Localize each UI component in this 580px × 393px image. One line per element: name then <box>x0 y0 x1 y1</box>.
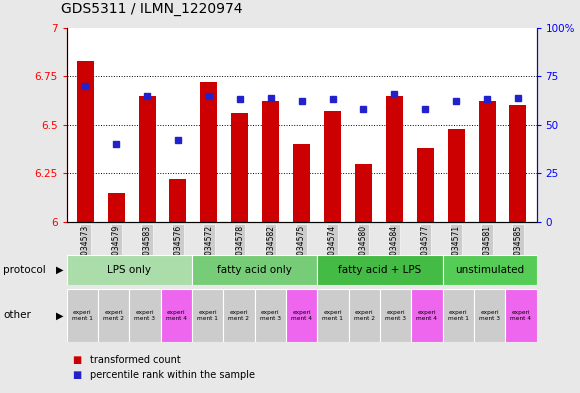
Text: experi
ment 2: experi ment 2 <box>229 310 249 321</box>
Bar <box>129 289 161 342</box>
Bar <box>509 105 527 222</box>
Bar <box>98 289 129 342</box>
Bar <box>355 163 372 222</box>
Bar <box>67 289 98 342</box>
Text: experi
ment 3: experi ment 3 <box>385 310 406 321</box>
Bar <box>192 255 317 285</box>
Bar <box>411 289 443 342</box>
Text: fatty acid only: fatty acid only <box>217 265 292 275</box>
Bar <box>108 193 125 222</box>
Text: experi
ment 4: experi ment 4 <box>416 310 437 321</box>
Bar <box>443 289 474 342</box>
Bar <box>478 101 495 222</box>
Text: experi
ment 3: experi ment 3 <box>260 310 281 321</box>
Text: experi
ment 4: experi ment 4 <box>291 310 312 321</box>
Bar <box>474 289 505 342</box>
Text: transformed count: transformed count <box>90 354 180 365</box>
Text: ■: ■ <box>72 370 82 380</box>
Bar <box>417 148 434 222</box>
Bar <box>200 82 218 222</box>
Text: experi
ment 3: experi ment 3 <box>479 310 500 321</box>
Bar <box>380 289 411 342</box>
Bar <box>255 289 286 342</box>
Bar <box>262 101 279 222</box>
Text: experi
ment 3: experi ment 3 <box>135 310 155 321</box>
Text: fatty acid + LPS: fatty acid + LPS <box>338 265 422 275</box>
Text: percentile rank within the sample: percentile rank within the sample <box>90 370 255 380</box>
Text: ▶: ▶ <box>56 310 64 320</box>
Bar <box>349 289 380 342</box>
Bar <box>293 144 310 222</box>
Text: ■: ■ <box>72 354 82 365</box>
Bar <box>505 289 536 342</box>
Bar <box>67 255 192 285</box>
Text: ▶: ▶ <box>56 265 64 275</box>
Bar <box>231 113 248 222</box>
Text: other: other <box>3 310 31 320</box>
Bar <box>139 95 155 222</box>
Bar <box>286 289 317 342</box>
Text: experi
ment 1: experi ment 1 <box>197 310 218 321</box>
Bar <box>448 129 465 222</box>
Text: experi
ment 4: experi ment 4 <box>510 310 531 321</box>
Bar <box>223 289 255 342</box>
Text: GDS5311 / ILMN_1220974: GDS5311 / ILMN_1220974 <box>61 2 242 16</box>
Text: experi
ment 1: experi ment 1 <box>448 310 469 321</box>
Bar <box>443 255 536 285</box>
Text: protocol: protocol <box>3 265 46 275</box>
Bar <box>386 95 403 222</box>
Text: experi
ment 1: experi ment 1 <box>322 310 343 321</box>
Bar <box>317 255 443 285</box>
Text: experi
ment 1: experi ment 1 <box>72 310 93 321</box>
Bar <box>161 289 192 342</box>
Bar <box>169 179 186 222</box>
Bar <box>192 289 223 342</box>
Text: unstimulated: unstimulated <box>455 265 524 275</box>
Text: experi
ment 2: experi ment 2 <box>354 310 375 321</box>
Text: experi
ment 2: experi ment 2 <box>103 310 124 321</box>
Text: experi
ment 4: experi ment 4 <box>166 310 187 321</box>
Bar <box>77 61 94 222</box>
Bar <box>324 111 341 222</box>
Bar <box>317 289 349 342</box>
Text: LPS only: LPS only <box>107 265 151 275</box>
